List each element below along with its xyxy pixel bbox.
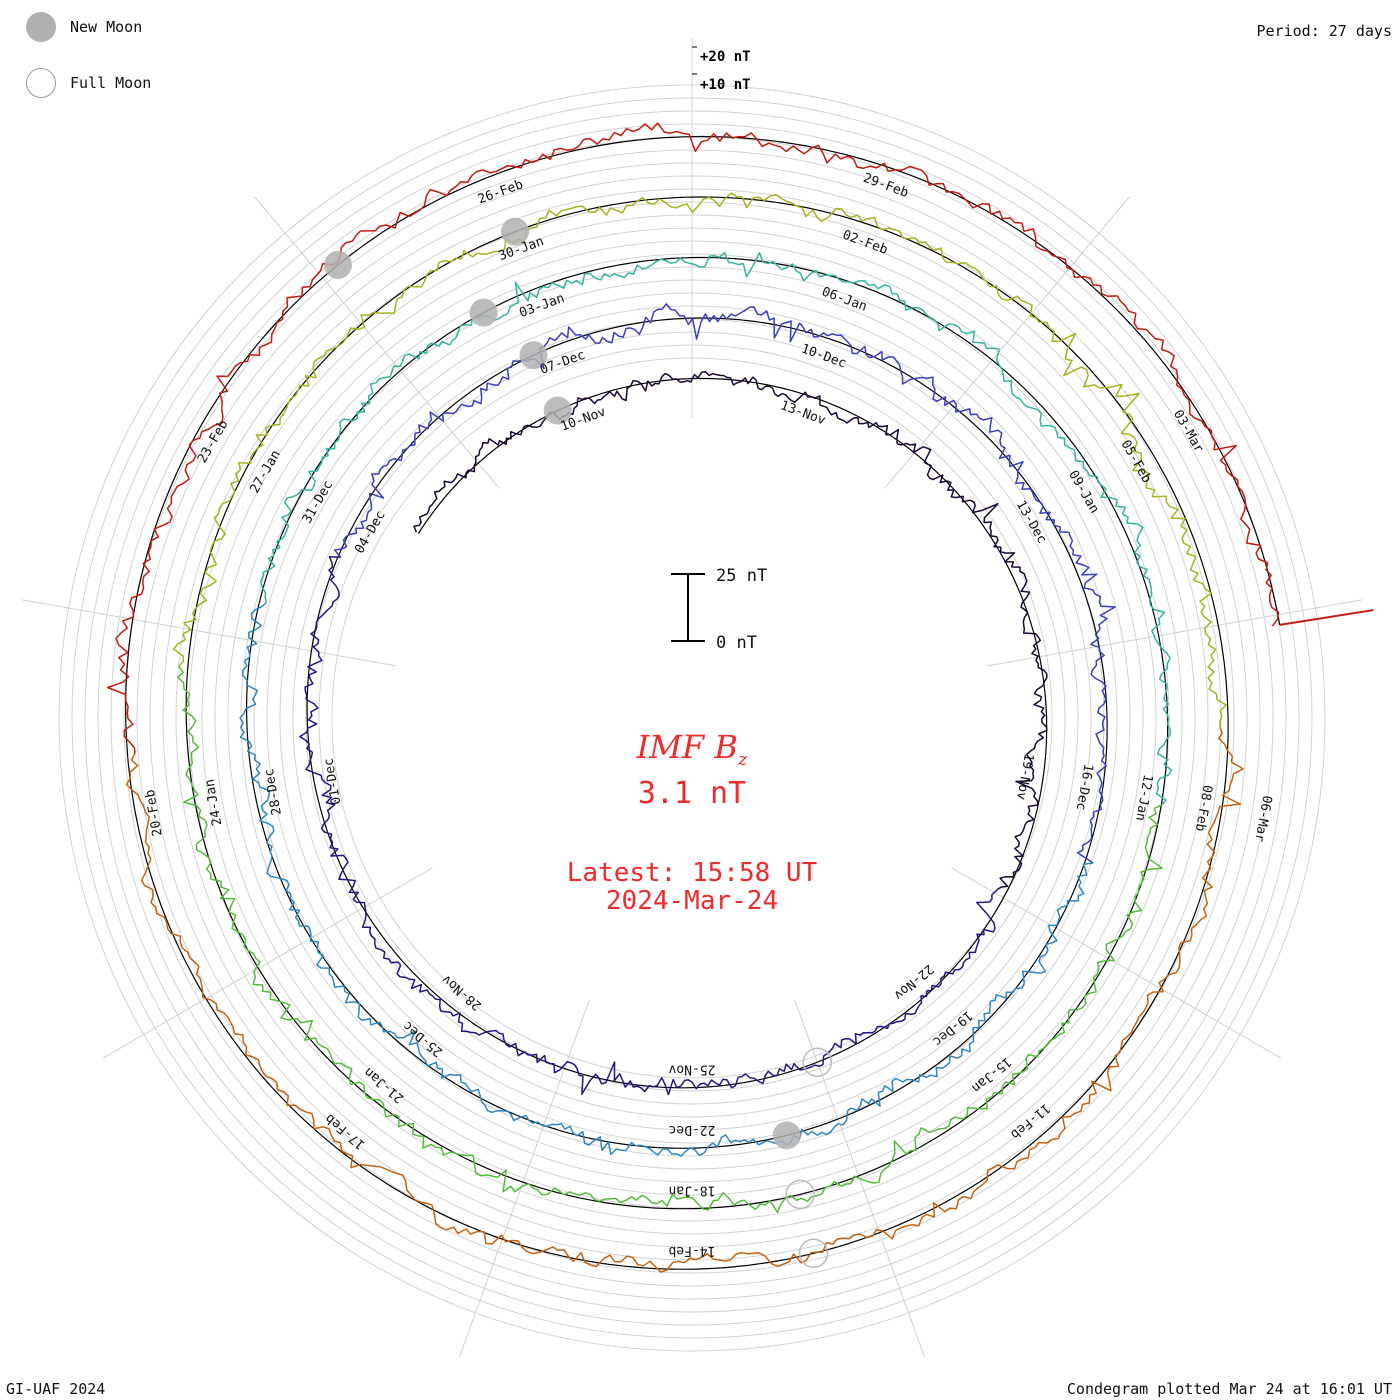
outer-scale-label-10: +10 nT (700, 77, 751, 93)
latest-spike (1279, 609, 1374, 626)
plotted-timestamp: Condegram plotted Mar 24 at 16:01 UT (1066, 1380, 1392, 1398)
grid-spoke (987, 599, 1362, 667)
new-moon-marker (772, 1121, 801, 1150)
grid-spoke (102, 867, 433, 1059)
baseline-spiral (125, 135, 1281, 1270)
legend-full-moon-label: Full Moon (70, 74, 152, 92)
latest-date: 2024-Mar-24 (605, 886, 779, 916)
grid-ring (305, 331, 1079, 1105)
outer-scale-label-20: +20 nT (700, 49, 751, 65)
legend-full-moon: Full Moon (26, 68, 151, 98)
outer-scale: +20 nT +10 nT (692, 46, 751, 93)
chart-title: IMF Bz (0, 728, 1384, 770)
date-labels: 10-Nov 13-Nov19-Nov22-Nov25-Nov28-Nov01-D… (143, 171, 1275, 1258)
grid-spoke (951, 867, 1282, 1059)
data-traces (106, 122, 1374, 1273)
date-label-22-dec: 22-Dec (669, 1122, 716, 1137)
new-moon-marker (501, 217, 529, 246)
full-moon-marker (798, 1238, 829, 1269)
grid-ring (331, 357, 1053, 1079)
trace-segment-9 (106, 122, 1280, 754)
date-label-14-feb: 14-Feb (668, 1243, 715, 1258)
date-label-18-jan: 18-Jan (669, 1183, 716, 1198)
trace-segment-5 (259, 251, 1173, 806)
grid-spoke (22, 599, 397, 667)
full-moon-icon (26, 68, 56, 98)
date-label-13-dec: 13-Dec (1013, 498, 1049, 546)
trace-segment-8 (125, 727, 1244, 1273)
grid-ring (266, 292, 1118, 1144)
legend-new-moon-label: New Moon (70, 18, 143, 36)
date-label-25-dec: 25-Dec (400, 1018, 446, 1060)
grid-spoke (458, 999, 590, 1358)
grid-spoke (884, 196, 1130, 489)
chart-title-subscript: z (737, 749, 748, 770)
baseline-rings (125, 135, 1281, 1270)
new-moon-marker (543, 396, 572, 425)
date-label-06-jan: 06-Jan (820, 285, 869, 315)
grid-ring (292, 318, 1092, 1118)
scale-bar: 25 nT 0 nT (671, 566, 767, 653)
date-label-25-nov: 25-Nov (668, 1062, 715, 1077)
new-moon-marker (519, 341, 548, 370)
new-moon-marker (324, 250, 352, 279)
date-label-09-jan: 09-Jan (1065, 468, 1101, 516)
scale-bar-bottom-label: 0 nT (716, 633, 757, 653)
date-label-22-nov: 22-Nov (890, 961, 936, 1003)
date-label-29-feb: 29-Feb (861, 171, 910, 201)
new-moon-icon (26, 12, 56, 42)
date-label-26-feb: 26-Feb (476, 177, 525, 207)
grid-spokes (22, 38, 1362, 1358)
full-moon-marker (785, 1179, 815, 1210)
period-label: Period: 27 days (1256, 22, 1392, 40)
new-moon-marker (469, 298, 498, 327)
trace-segment-6 (177, 665, 1164, 1214)
grid-spoke (254, 196, 500, 489)
grid-ring (318, 344, 1066, 1092)
date-label-03-mar: 03-Mar (1170, 407, 1207, 455)
trace-segment-2 (299, 556, 999, 1096)
date-label-28-nov: 28-Nov (439, 971, 485, 1013)
credit-label: GI-UAF 2024 (6, 1380, 106, 1398)
chart-title-main: IMF B (636, 728, 738, 766)
date-label-10-dec: 10-Dec (799, 341, 848, 371)
date-label-05-feb: 05-Feb (1117, 438, 1154, 486)
moon-markers (324, 217, 833, 1269)
trace-segment-7 (172, 192, 1227, 728)
scale-bar-top-label: 25 nT (716, 566, 767, 586)
current-value: 3.1 nT (637, 776, 747, 811)
trace-segment-3 (333, 303, 1116, 864)
latest-time: Latest: 15:58 UT (566, 858, 818, 888)
legend-new-moon: New Moon (26, 12, 142, 42)
date-label-19-dec: 19-Dec (929, 1007, 975, 1049)
trace-segment-1 (413, 371, 1048, 890)
trace-segment-4 (239, 602, 1094, 1157)
full-moon-marker (802, 1047, 833, 1077)
